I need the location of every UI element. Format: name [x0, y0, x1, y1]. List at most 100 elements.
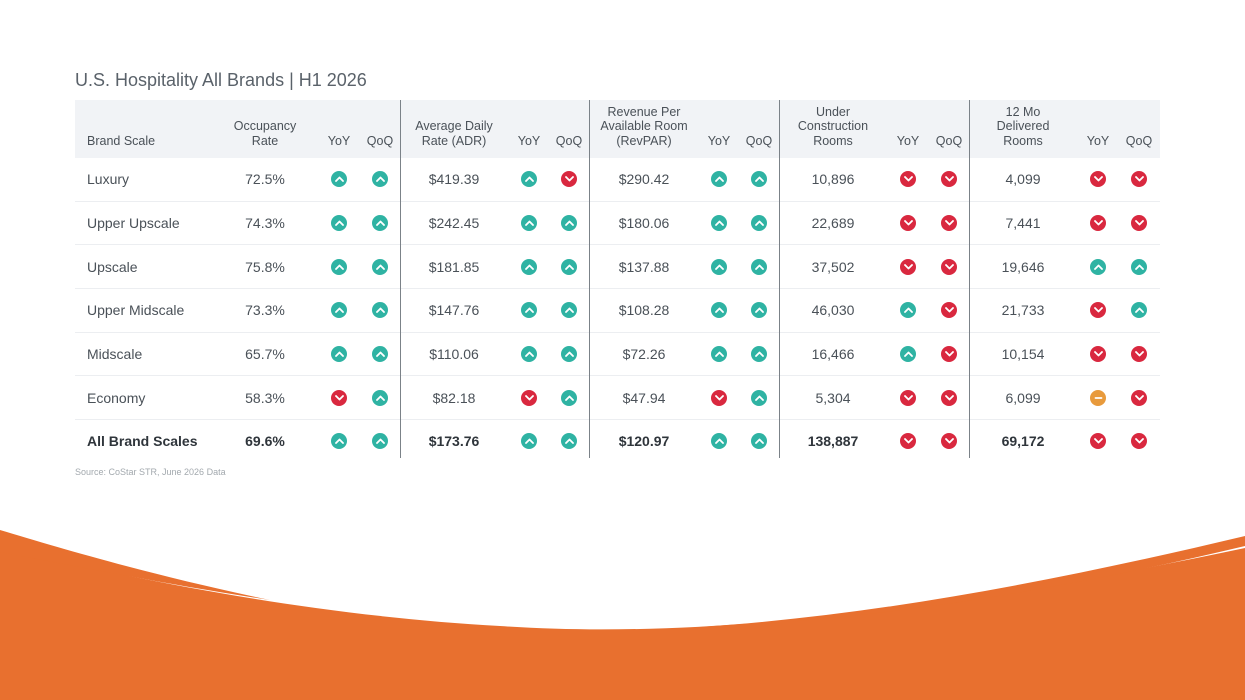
chevron-up-icon	[521, 171, 537, 188]
chevron-down-icon	[1131, 389, 1147, 406]
adr-value: $419.39	[428, 171, 480, 188]
chevron-up-icon	[331, 258, 347, 275]
chevron-up-icon	[372, 171, 388, 188]
chevron-down-icon	[1090, 346, 1106, 363]
under-construction-value: 22,689	[811, 215, 855, 232]
chevron-down-icon	[941, 302, 957, 319]
under-construction-value: 37,502	[811, 258, 855, 275]
chevron-up-icon	[711, 433, 727, 450]
header-uc-qoq: QoQ	[935, 133, 963, 148]
table-body: Luxury 72.5% $419.39 $290.42 10,896 4,099 Uppe…	[75, 158, 1160, 463]
chevron-up-icon	[900, 346, 916, 363]
chevron-down-icon	[900, 433, 916, 450]
occupancy-value: 73.3%	[245, 302, 285, 319]
table-row: All Brand Scales 69.6% $173.76 $120.97 138,8…	[75, 420, 1160, 463]
chevron-up-icon	[711, 302, 727, 319]
revpar-value: $47.94	[622, 389, 666, 406]
chevron-up-icon	[711, 171, 727, 188]
minus-icon	[1090, 389, 1106, 406]
chevron-down-icon	[331, 389, 347, 406]
under-construction-value: 5,304	[815, 389, 851, 406]
chevron-down-icon	[561, 171, 577, 188]
under-construction-value: 16,466	[811, 346, 855, 363]
brand-scale-table: Brand Scale Occupancy Rate YoY QoQ Avera…	[75, 100, 1160, 463]
header-uc-yoy: YoY	[896, 133, 920, 148]
chevron-down-icon	[1131, 171, 1147, 188]
chevron-up-icon	[1131, 302, 1147, 319]
table-row: Upscale 75.8% $181.85 $137.88 37,502 19,646	[75, 245, 1160, 290]
chevron-up-icon	[751, 433, 767, 450]
adr-value: $181.85	[428, 258, 480, 275]
chevron-up-icon	[372, 433, 388, 450]
chevron-up-icon	[331, 433, 347, 450]
adr-value: $110.06	[429, 346, 479, 363]
chevron-down-icon	[1131, 215, 1147, 232]
header-revpar: Revenue Per Available Room (RevPAR)	[600, 104, 688, 148]
table-row: Upper Midscale 73.3% $147.76 $108.28 46,030 2…	[75, 289, 1160, 333]
chevron-up-icon	[751, 389, 767, 406]
occupancy-value: 65.7%	[245, 346, 285, 363]
header-occupancy-rate: Occupancy Rate	[233, 119, 297, 148]
occupancy-value: 75.8%	[245, 258, 285, 275]
header-delivered: 12 Mo Delivered Rooms	[996, 104, 1050, 148]
chevron-down-icon	[941, 171, 957, 188]
chevron-up-icon	[561, 346, 577, 363]
delivered-value: 6,099	[1005, 389, 1041, 406]
table-row: Midscale 65.7% $110.06 $72.26 16,466 10,154	[75, 333, 1160, 377]
brand-scale-name: Upscale	[87, 258, 138, 275]
header-adr-qoq: QoQ	[555, 133, 583, 148]
chevron-down-icon	[1090, 215, 1106, 232]
chevron-up-icon	[331, 346, 347, 363]
chevron-up-icon	[331, 302, 347, 319]
chevron-up-icon	[331, 215, 347, 232]
chevron-down-icon	[900, 258, 916, 275]
chevron-down-icon	[900, 215, 916, 232]
delivered-value: 7,441	[1005, 215, 1041, 232]
table-row: Economy 58.3% $82.18 $47.94 5,304 6,099	[75, 376, 1160, 421]
brand-scale-name: Upper Upscale	[87, 215, 180, 232]
adr-value: $82.18	[432, 389, 476, 406]
chevron-up-icon	[900, 302, 916, 319]
revpar-value: $290.42	[618, 171, 670, 188]
header-revpar-qoq: QoQ	[745, 133, 773, 148]
under-construction-value: 138,887	[807, 433, 859, 450]
orange-wave-band	[0, 548, 1245, 700]
column-divider	[969, 100, 970, 458]
revpar-value: $108.28	[618, 302, 670, 319]
header-delivered-qoq: QoQ	[1125, 133, 1153, 148]
chevron-down-icon	[941, 258, 957, 275]
header-adr: Average Daily Rate (ADR)	[415, 119, 493, 148]
chevron-up-icon	[372, 302, 388, 319]
revpar-value: $120.97	[618, 433, 670, 450]
header-occupancy-yoy: YoY	[327, 133, 351, 148]
chevron-up-icon	[372, 215, 388, 232]
chevron-up-icon	[372, 346, 388, 363]
brand-scale-name: Luxury	[87, 171, 130, 188]
brand-scale-name: All Brand Scales	[87, 433, 198, 450]
chevron-down-icon	[1131, 433, 1147, 450]
chevron-up-icon	[372, 258, 388, 275]
chevron-up-icon	[711, 258, 727, 275]
table-row: Luxury 72.5% $419.39 $290.42 10,896 4,099	[75, 158, 1160, 202]
delivered-value: 21,733	[1001, 302, 1045, 319]
chevron-up-icon	[372, 389, 388, 406]
chevron-up-icon	[751, 215, 767, 232]
chevron-down-icon	[1090, 433, 1106, 450]
header-adr-yoy: YoY	[517, 133, 541, 148]
header-under-construction: Under Construction Rooms	[797, 104, 869, 148]
table-row: Upper Upscale 74.3% $242.45 $180.06 22,689 7,…	[75, 202, 1160, 246]
delivered-value: 19,646	[1001, 258, 1045, 275]
adr-value: $242.45	[428, 215, 480, 232]
source-note: Source: CoStar STR, June 2026 Data	[75, 467, 226, 477]
chevron-up-icon	[561, 258, 577, 275]
chevron-up-icon	[1131, 258, 1147, 275]
chevron-up-icon	[521, 346, 537, 363]
chevron-down-icon	[900, 171, 916, 188]
chevron-up-icon	[561, 302, 577, 319]
chevron-up-icon	[711, 215, 727, 232]
revpar-value: $72.26	[622, 346, 666, 363]
occupancy-value: 58.3%	[245, 389, 285, 406]
table-header: Brand Scale Occupancy Rate YoY QoQ Avera…	[75, 100, 1160, 158]
chevron-down-icon	[711, 389, 727, 406]
